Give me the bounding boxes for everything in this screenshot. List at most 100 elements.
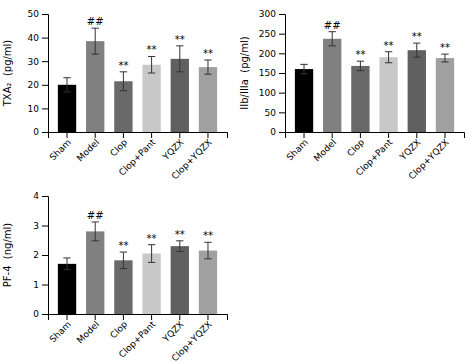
error-bar-stem [304, 64, 305, 73]
x-tick: Clop+Pant [117, 314, 158, 360]
error-bar [120, 252, 127, 269]
tick-label: Clop [345, 137, 366, 158]
error-bar-cap [148, 244, 155, 245]
error-bar-cap [92, 54, 99, 55]
bar [58, 85, 76, 132]
error-bar [300, 64, 307, 73]
x-tick: Clop+YQZX [407, 132, 451, 181]
axis-line [279, 15, 286, 133]
x-axis: ShamModelClopClop+PantYQZXClop+YQZX [48, 132, 228, 181]
tick-label: Clop [108, 137, 129, 158]
tick-mark [67, 132, 68, 138]
axis-line [42, 197, 49, 315]
error-bar-cap [204, 258, 211, 259]
y-axis-title: PF-4 (ng/ml) [2, 223, 13, 288]
tick-mark [42, 285, 48, 286]
tick-label: Clop+YQZX [170, 319, 214, 363]
tick-label: Clop+YQZX [407, 137, 451, 181]
error-bar-cap [413, 43, 420, 44]
y-tick: 2 [33, 250, 48, 260]
tick-mark [67, 314, 68, 320]
error-bar-stem [207, 242, 208, 259]
error-bar-cap [63, 91, 70, 92]
y-axis: 01234 [33, 191, 48, 319]
error-bar [385, 52, 392, 63]
axis-line [42, 15, 49, 133]
panel: 050100150200250300ShamModelClopClop+Pant… [239, 9, 465, 181]
y-tick: 20 [28, 80, 48, 90]
tick-mark [151, 132, 152, 138]
error-bar-cap [204, 242, 211, 243]
error-bar-cap [300, 73, 307, 74]
error-bar-cap [329, 31, 336, 32]
tick-mark [151, 314, 152, 320]
annotation: ** [384, 40, 394, 51]
x-tick: Clop+Pant [117, 132, 158, 178]
bar [436, 58, 454, 132]
x-tick: Clop [345, 132, 366, 158]
error-bar [204, 242, 211, 259]
panel: 01020304050ShamModelClopClop+PantYQZXClo… [2, 9, 228, 181]
x-tick: Model [75, 132, 101, 163]
y-tick: 0 [33, 309, 48, 319]
bar [351, 66, 369, 132]
panel: 01234ShamModelClopClop+PantYQZXClop+YQZX… [2, 191, 228, 363]
tick-label: 0 [270, 127, 276, 137]
tick-mark [207, 132, 208, 138]
error-bar-cap [63, 77, 70, 78]
tick-label: Sham [285, 137, 310, 162]
chart-container: 01020304050ShamModelClopClop+PantYQZXClo… [0, 0, 474, 364]
tick-mark [42, 61, 48, 62]
annotation: ## [324, 20, 341, 31]
tick-mark [304, 132, 305, 138]
x-tick: Sham [48, 314, 73, 344]
tick-label: YQZX [160, 319, 185, 344]
error-bar [441, 54, 448, 62]
y-tick: 0 [270, 127, 285, 137]
error-bar-cap [357, 61, 364, 62]
error-bar [92, 222, 99, 241]
annotation: ** [355, 49, 365, 60]
tick-mark [42, 14, 48, 15]
error-bar [120, 72, 127, 91]
annotation: ** [440, 42, 450, 53]
bar [408, 50, 426, 132]
bar [379, 57, 397, 132]
tick-label: 200 [259, 49, 276, 59]
error-bar [176, 241, 183, 252]
tick-mark [42, 255, 48, 256]
tick-label: 300 [259, 9, 276, 19]
tick-mark [123, 314, 124, 320]
tick-mark [179, 132, 180, 138]
x-tick: YQZX [160, 132, 185, 163]
error-bar-cap [204, 74, 211, 75]
tick-label: 1 [33, 280, 39, 290]
error-bar [329, 32, 336, 46]
tick-mark [279, 73, 285, 74]
bar [171, 246, 189, 314]
y-tick: 250 [259, 29, 285, 39]
error-bar-cap [120, 268, 127, 269]
error-bar-cap [385, 62, 392, 63]
error-bar [63, 78, 70, 92]
tick-mark [42, 132, 48, 133]
y-tick: 150 [259, 68, 285, 78]
marks [58, 28, 217, 132]
bar [295, 69, 313, 132]
error-bar-cap [148, 262, 155, 263]
tick-label: 4 [33, 191, 39, 201]
x-tick: Clop [108, 314, 129, 340]
tick-label: 40 [28, 33, 40, 43]
x-tick: Clop+Pant [354, 132, 395, 178]
error-bar-stem [207, 60, 208, 74]
tick-mark [95, 314, 96, 320]
annotation: ** [118, 60, 128, 71]
error-bar-stem [179, 241, 180, 252]
tick-mark [279, 34, 285, 35]
x-tick: YQZX [397, 132, 422, 163]
tick-label: Clop+Pant [117, 137, 158, 178]
error-bar [413, 43, 420, 57]
error-bar-stem [416, 43, 417, 57]
error-bar-cap [385, 51, 392, 52]
bar [86, 231, 104, 314]
